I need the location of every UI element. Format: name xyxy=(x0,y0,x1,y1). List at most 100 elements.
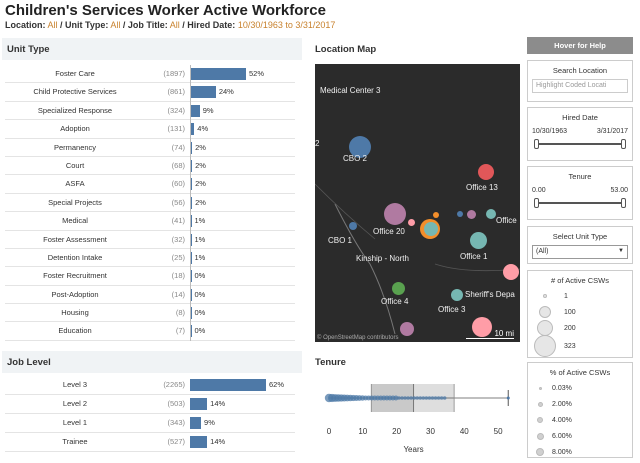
unit-type-bar[interactable] xyxy=(190,159,193,172)
job-level-bar[interactable] xyxy=(190,436,208,448)
search-location-title: Search Location xyxy=(552,66,608,75)
hired-slider-max-handle[interactable] xyxy=(621,139,626,149)
map-label-kinship-north: Kinship - North xyxy=(356,254,409,263)
filter-unit-type-value: All xyxy=(110,20,121,30)
job-level-row[interactable]: Level 1 (343) 9% xyxy=(5,414,295,433)
job-level-row[interactable]: Trainee (527) 14% xyxy=(5,433,295,452)
tenure-tick-label: 0 xyxy=(327,427,332,436)
job-level-row[interactable]: Level 2 (503) 14% xyxy=(5,395,295,414)
map-dot-small-orange[interactable] xyxy=(433,212,439,218)
tenure-point xyxy=(424,396,429,400)
map-dot-cbo2[interactable] xyxy=(349,136,371,158)
hired-date-slider[interactable] xyxy=(534,139,626,149)
job-level-bar[interactable] xyxy=(190,379,266,391)
unit-type-pct: 0% xyxy=(194,308,206,318)
job-level-pct: 14% xyxy=(210,399,226,408)
tenure-point xyxy=(406,396,410,400)
tenure-point xyxy=(397,396,401,400)
unit-type-label: Foster Care xyxy=(55,69,95,78)
job-level-pct: 14% xyxy=(210,437,226,446)
job-level-row[interactable]: Level 3 (2265) 62% xyxy=(5,376,295,395)
map-dot-pink-right[interactable] xyxy=(503,264,519,280)
search-location-input[interactable]: Highlight Coded Locati xyxy=(532,79,628,93)
tenure-point xyxy=(403,396,407,400)
tenure-point xyxy=(418,396,423,400)
tenure-boxplot[interactable]: 0 10 20 30 40 50 Years xyxy=(315,376,520,456)
unit-type-row[interactable]: Court (68) 2% xyxy=(5,157,295,176)
unit-type-bar[interactable] xyxy=(190,104,200,117)
pct-legend-item: 6.00% xyxy=(528,428,632,444)
map-dot-office4[interactable] xyxy=(392,282,405,295)
unit-type-pct: 2% xyxy=(195,142,206,152)
tenure-slider-min-handle[interactable] xyxy=(534,198,539,208)
map-dot-small-purple[interactable] xyxy=(467,210,476,219)
unit-type-row[interactable]: Foster Assessment (32) 1% xyxy=(5,231,295,249)
job-level-bar[interactable] xyxy=(190,398,208,410)
pct-legend-label: 6.00% xyxy=(552,432,572,440)
tenure-slider[interactable] xyxy=(534,198,626,208)
map-dot-small-pink[interactable] xyxy=(408,219,415,226)
csw-legend-item: 100 xyxy=(528,304,632,320)
tenure-slider-max-handle[interactable] xyxy=(621,198,626,208)
unit-type-bar[interactable] xyxy=(190,141,193,154)
unit-type-pct: 4% xyxy=(197,124,209,134)
unit-type-bar[interactable] xyxy=(190,86,216,99)
hired-slider-min-handle[interactable] xyxy=(534,139,539,149)
tenure-tick-label: 20 xyxy=(392,427,401,436)
unit-type-bar[interactable] xyxy=(190,178,193,191)
unit-type-label: Housing xyxy=(61,308,89,318)
unit-type-label: Foster Assessment xyxy=(43,234,107,244)
unit-type-row[interactable]: Medical (41) 1% xyxy=(5,212,295,231)
map-dot-sheriff[interactable] xyxy=(451,289,463,301)
map-dot-teal[interactable] xyxy=(424,222,438,236)
tenure-filter-card: Tenure 0.00 53.00 xyxy=(527,166,633,220)
unit-type-row[interactable]: Child Protective Services (861) 24% xyxy=(5,83,295,102)
map-label-office-3: Office 3 xyxy=(438,305,466,314)
map-dot-large-pink[interactable] xyxy=(472,317,492,337)
tenure-point xyxy=(430,396,435,400)
unit-type-row[interactable]: Housing (8) 0% xyxy=(5,304,295,323)
unit-type-row[interactable]: Specialized Response (324) 9% xyxy=(5,102,295,121)
map-dot-cbo1[interactable] xyxy=(349,222,357,230)
unit-type-bar[interactable] xyxy=(190,123,195,136)
job-level-count: (2265) xyxy=(163,380,185,389)
pct-legend-label: 0.03% xyxy=(552,384,572,392)
map-dot-office13[interactable] xyxy=(478,164,494,180)
unit-type-count: (8) xyxy=(175,308,185,318)
hired-slider-track xyxy=(534,143,626,145)
map-label-cbo-2: CBO 2 xyxy=(343,154,368,163)
unit-type-row[interactable]: Foster Care (1897) 52% xyxy=(5,65,295,84)
tenure-point xyxy=(412,396,417,400)
hired-date-from: 10/30/1963 xyxy=(532,128,568,135)
tenure-point xyxy=(433,396,438,400)
map-dot-small-blue[interactable] xyxy=(457,211,463,217)
map-credit: © OpenStreetMap contributors xyxy=(317,335,399,341)
map-dot-small-teal[interactable] xyxy=(486,209,496,219)
unit-type-row[interactable]: Education (7) 0% xyxy=(5,322,295,341)
legend-circle-icon xyxy=(543,294,547,298)
job-level-table: Level 3 (2265) 62% Level 2 (503) 14% Level 1 (3… xyxy=(5,376,295,452)
unit-type-row[interactable]: Foster Recruitment (18) 0% xyxy=(5,267,295,286)
unit-type-row[interactable]: Permanency (74) 2% xyxy=(5,139,295,157)
job-level-bar[interactable] xyxy=(190,417,202,429)
map-dot-office20[interactable] xyxy=(384,203,406,225)
tenure-header: Tenure xyxy=(310,351,520,373)
unit-type-select-card: Select Unit Type (All) ▼ xyxy=(527,226,633,264)
unit-type-bar[interactable] xyxy=(190,196,193,209)
filter-hired-label: / Hired Date: xyxy=(179,20,236,30)
unit-type-row[interactable]: Adoption (131) 4% xyxy=(5,120,295,139)
map-label-office-20: Office 20 xyxy=(373,227,405,236)
legend-circle-icon xyxy=(537,401,543,407)
map-dot-office1[interactable] xyxy=(470,232,487,249)
unit-type-row[interactable]: Special Projects (56) 2% xyxy=(5,194,295,213)
hover-for-help-button[interactable]: Hover for Help xyxy=(527,37,633,54)
unit-type-row[interactable]: Detention Intake (25) 1% xyxy=(5,249,295,268)
unit-type-table: Foster Care (1897) 52% Child Protective Ser… xyxy=(5,65,295,341)
job-level-count: (343) xyxy=(167,418,185,427)
location-map[interactable]: Medical Center 3 2 CBO 2 Office 13 Offic… xyxy=(315,64,520,342)
unit-type-row[interactable]: Post-Adoption (14) 0% xyxy=(5,286,295,305)
unit-type-bar[interactable] xyxy=(190,68,246,80)
unit-type-select[interactable]: (All) ▼ xyxy=(532,245,628,259)
map-dot-bottom-purple[interactable] xyxy=(400,322,414,336)
unit-type-row[interactable]: ASFA (60) 2% xyxy=(5,175,295,194)
